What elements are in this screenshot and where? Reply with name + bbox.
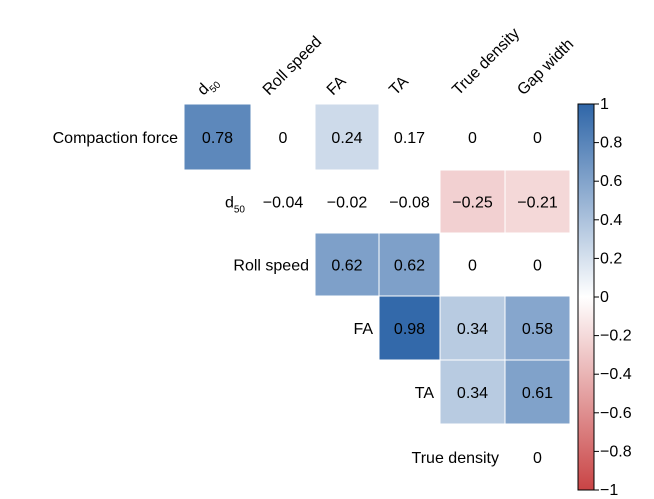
heatmap-cell: [314, 232, 380, 297]
cell-value-label: 0.24: [331, 130, 362, 147]
row-labels: Compaction force d50 Roll speed FA TA True de…: [53, 130, 499, 467]
heatmap-cell: [314, 103, 380, 171]
cell-value-label: 0: [468, 130, 477, 147]
heatmap-cell: [439, 295, 506, 361]
column-label: True density: [449, 25, 523, 99]
cell-value-label: −0.08: [389, 195, 430, 212]
colorbar: 1 0.8 0.6 0.4 0.2 0 −0.2 −0.4 −0.6 −0.8 −1: [577, 96, 632, 499]
cell-value-label: 0.58: [522, 321, 553, 338]
colorbar-tick-label: 0: [600, 289, 609, 306]
colorbar-tick-label: −0.6: [600, 405, 632, 422]
cell-value-label: 0.34: [457, 321, 488, 338]
colorbar-tick-label: −0.4: [600, 366, 632, 383]
cell-value-label: 0: [533, 450, 542, 467]
heatmap-cell: [504, 169, 571, 234]
cell-value-label: 0.98: [394, 321, 425, 338]
cell-value-label: −0.04: [263, 195, 304, 212]
colorbar-tick-label: 0.8: [600, 135, 622, 152]
cell-value-label: 0.17: [394, 130, 425, 147]
colorbar-tick-label: 0.4: [600, 212, 622, 229]
colorbar-tick-label: −0.8: [600, 443, 632, 460]
cell-value-label: 0: [279, 130, 288, 147]
row-label: Compaction force: [53, 130, 178, 147]
cell-value-label: 0: [468, 258, 477, 275]
cell-value-label: 0.62: [331, 258, 362, 275]
heatmap-cell: [439, 169, 506, 234]
cell-value-label: 0.61: [522, 385, 553, 402]
column-label: d50: [194, 72, 223, 101]
heatmap-cells: [183, 103, 571, 425]
column-label: FA: [324, 73, 350, 99]
colorbar-tick-label: 1: [600, 96, 609, 113]
column-label: Roll speed: [260, 33, 325, 98]
cell-value-label: −0.21: [517, 195, 558, 212]
heatmap-cell: [439, 359, 506, 425]
cell-value-label: −0.02: [327, 195, 368, 212]
colorbar-tick-label: 0.6: [600, 173, 622, 190]
heatmap-cell: [504, 359, 571, 425]
heatmap-cell: [378, 232, 441, 297]
column-label: TA: [386, 73, 412, 99]
heatmap-cell: [378, 295, 441, 361]
row-label: True density: [412, 450, 499, 467]
colorbar-tick-label: −0.2: [600, 328, 632, 345]
colorbar-tick-label: 0.2: [600, 250, 622, 267]
cell-value-label: 0.34: [457, 385, 488, 402]
colorbar-tick-label: −1: [600, 482, 618, 499]
cell-value-label: −0.25: [452, 195, 493, 212]
cell-value-label: 0: [533, 258, 542, 275]
cell-value-label: 0: [533, 130, 542, 147]
heatmap-value-labels: 0.78 0 0.24 0.17 0 0 −0.04 −0.02 −0.08 −0.25 −0.21…: [202, 130, 558, 467]
column-label: Gap width: [514, 36, 577, 99]
heatmap-cell: [183, 103, 252, 171]
row-label: FA: [353, 321, 373, 338]
cell-value-label: 0.78: [202, 130, 233, 147]
row-label: Roll speed: [233, 258, 309, 275]
cell-value-label: 0.62: [394, 258, 425, 275]
colorbar-gradient: [577, 103, 595, 491]
row-label: TA: [415, 385, 435, 402]
row-label: d50: [225, 195, 245, 216]
